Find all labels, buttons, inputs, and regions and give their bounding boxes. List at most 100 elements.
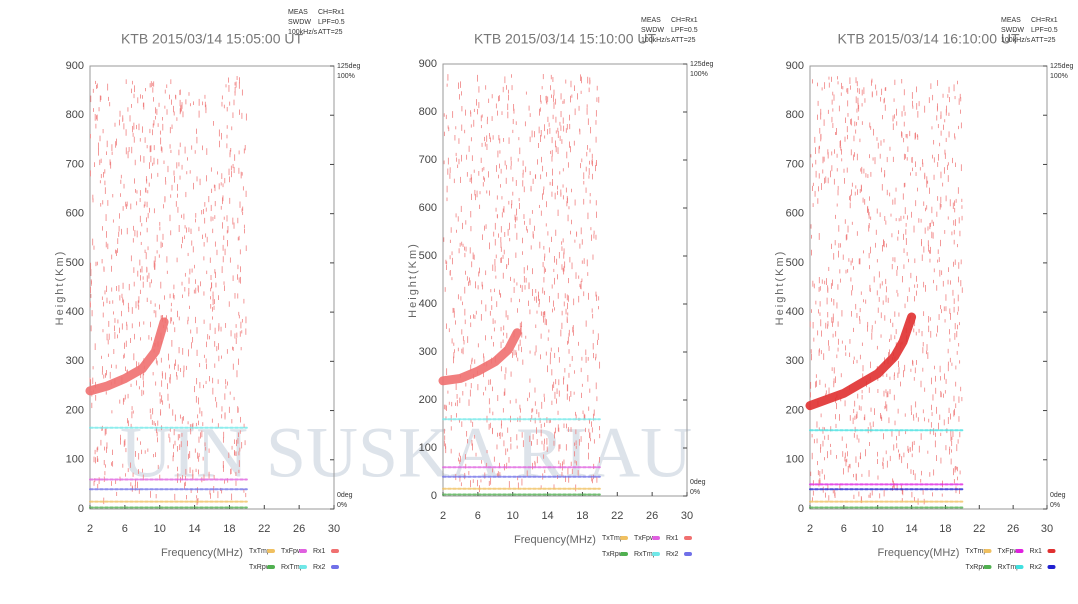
right-axis-label: 0% xyxy=(690,489,700,496)
x-tick-label: 10 xyxy=(872,523,884,535)
noise-texture xyxy=(89,76,247,506)
info-text: MEAS xyxy=(288,9,308,16)
right-axis-label: 100% xyxy=(1050,73,1068,80)
y-tick-label: 100 xyxy=(419,442,437,454)
x-tick-label: 6 xyxy=(841,523,847,535)
y-tick-label: 0 xyxy=(798,503,804,515)
x-axis-label: Frequency(MHz) xyxy=(161,547,243,559)
legend-swatch xyxy=(267,549,275,553)
right-axis-label: 0deg xyxy=(690,479,706,486)
y-tick-label: 700 xyxy=(66,158,84,170)
y-axis-label: Height(Km) xyxy=(774,250,786,326)
plot-frame xyxy=(89,65,335,510)
x-tick-label: 26 xyxy=(646,510,658,522)
right-axis-label: 0% xyxy=(1050,502,1060,509)
legend-label: RxTmp xyxy=(281,564,304,571)
info-text: 100kHz/s xyxy=(641,37,671,44)
y-tick-label: 500 xyxy=(66,257,84,269)
x-tick-label: 2 xyxy=(807,523,813,535)
y-tick-label: 200 xyxy=(419,394,437,406)
legend-swatch xyxy=(299,549,307,553)
right-axis-label: 0deg xyxy=(1050,492,1066,499)
x-tick-label: 6 xyxy=(122,523,128,535)
noise-texture xyxy=(443,74,601,493)
y-tick-label: 500 xyxy=(786,257,804,269)
legend-swatch xyxy=(1015,565,1024,569)
x-tick-label: 2 xyxy=(87,523,93,535)
setting-text: CH=Rx1 xyxy=(318,9,345,16)
legend-swatch xyxy=(331,565,339,569)
y-tick-label: 900 xyxy=(786,60,804,72)
legend-label: Rx1 xyxy=(666,535,679,542)
legend-swatch xyxy=(620,552,628,556)
setting-text: LPF=0.5 xyxy=(1031,27,1058,34)
info-text: SWDW xyxy=(641,27,664,34)
y-axis-label: Height(Km) xyxy=(407,242,419,318)
right-axis-label: 125deg xyxy=(1050,63,1073,70)
right-axis-label: 0deg xyxy=(337,492,353,499)
legend-swatch xyxy=(1047,565,1056,569)
legend-label: TxRpw xyxy=(249,564,272,571)
info-text: 100kHz/s xyxy=(1001,37,1031,44)
legend-label: Rx2 xyxy=(1030,564,1043,571)
legend-label: TxFpw xyxy=(281,548,303,555)
legend-swatch xyxy=(684,536,692,540)
y-tick-label: 600 xyxy=(66,208,84,220)
legend-swatch xyxy=(299,565,307,569)
legend-label: Rx1 xyxy=(313,548,326,555)
info-text: 100kHz/s xyxy=(288,29,318,36)
y-tick-label: 900 xyxy=(66,60,84,72)
legend-label: TxFpw xyxy=(634,535,656,542)
x-tick-label: 14 xyxy=(905,523,917,535)
y-tick-label: 800 xyxy=(786,109,804,121)
x-tick-label: 14 xyxy=(541,510,553,522)
legend-label: Rx2 xyxy=(666,551,679,558)
x-tick-label: 2 xyxy=(440,510,446,522)
y-tick-label: 400 xyxy=(786,306,804,318)
x-tick-label: 26 xyxy=(1007,523,1019,535)
info-text: SWDW xyxy=(288,19,311,26)
right-axis-label: 0% xyxy=(337,502,347,509)
right-axis-label: 100% xyxy=(690,71,708,78)
legend-swatch xyxy=(620,536,628,540)
y-tick-label: 300 xyxy=(66,355,84,367)
legend-swatch xyxy=(983,549,992,553)
series-line xyxy=(438,328,522,386)
setting-text: ATT=25 xyxy=(318,29,343,36)
y-tick-label: 300 xyxy=(419,346,437,358)
x-axis-label: Frequency(MHz) xyxy=(514,534,596,546)
x-tick-label: 10 xyxy=(507,510,519,522)
legend-swatch xyxy=(1047,549,1056,553)
x-tick-label: 18 xyxy=(939,523,951,535)
series-line xyxy=(805,312,917,411)
x-tick-label: 18 xyxy=(223,523,235,535)
legend-label: TxRpw xyxy=(602,551,625,558)
y-tick-label: 800 xyxy=(419,106,437,118)
x-tick-label: 30 xyxy=(1041,523,1053,535)
chart-title: KTB 2015/03/14 16:10:00 UT xyxy=(837,31,1020,47)
y-tick-label: 600 xyxy=(419,202,437,214)
y-tick-label: 900 xyxy=(419,58,437,70)
right-axis-label: 125deg xyxy=(690,61,713,68)
x-tick-label: 22 xyxy=(258,523,270,535)
y-tick-label: 0 xyxy=(78,503,84,515)
y-tick-label: 600 xyxy=(786,208,804,220)
right-axis-label: 100% xyxy=(337,73,355,80)
x-tick-label: 30 xyxy=(328,523,340,535)
legend-label: TxTmp xyxy=(966,548,988,555)
y-tick-label: 700 xyxy=(786,158,804,170)
setting-text: CH=Rx1 xyxy=(1031,17,1058,24)
info-text: MEAS xyxy=(1001,17,1021,24)
y-tick-label: 700 xyxy=(419,154,437,166)
plot-frame xyxy=(809,65,1048,510)
y-tick-label: 200 xyxy=(786,404,804,416)
plot-frame xyxy=(442,63,688,497)
y-tick-label: 100 xyxy=(66,454,84,466)
x-tick-label: 22 xyxy=(973,523,985,535)
watermark: UIN SUSKA RIAU xyxy=(120,413,692,493)
setting-text: LPF=0.5 xyxy=(318,19,345,26)
x-axis-label: Frequency(MHz) xyxy=(878,547,960,559)
legend-swatch xyxy=(983,565,992,569)
setting-text: ATT=25 xyxy=(1031,37,1056,44)
